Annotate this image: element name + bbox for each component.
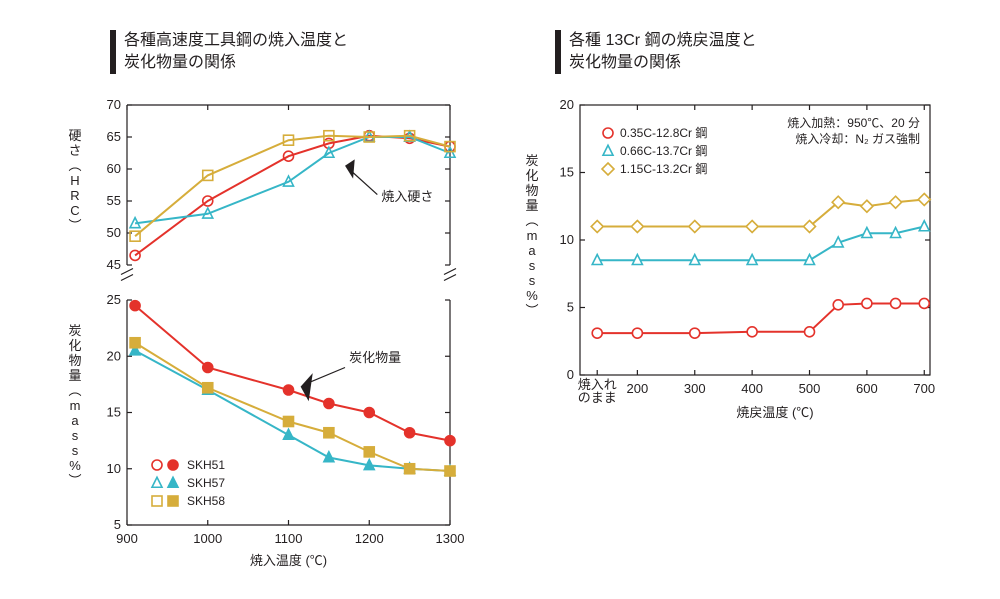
right-title-block: 各種 13Cr 鋼の焼戻温度と 炭化物量の関係 <box>555 30 757 75</box>
ylabel-char: さ <box>68 143 81 158</box>
left-xtick: 900 <box>116 531 138 546</box>
left-top-ytick: 70 <box>107 97 121 112</box>
ylabel-char: s <box>72 428 79 443</box>
left-xtick: 1300 <box>436 531 465 546</box>
left-xlabel: 焼入温度 (℃) <box>250 553 327 568</box>
right-series-line <box>597 200 924 227</box>
title-bar-icon <box>555 30 561 74</box>
left-legend-label: SKH51 <box>187 458 225 472</box>
right-cond1: 焼入加熱：950℃、20 分 <box>787 116 920 130</box>
left-anno-hardness: 焼入硬さ <box>381 189 433 204</box>
ylabel-char: a <box>71 413 79 428</box>
left-bot-series-line <box>135 343 450 471</box>
left-top-ytick: 60 <box>107 161 121 176</box>
left-top-ytick: 65 <box>107 129 121 144</box>
right-xlabel: 焼戻温度 (℃) <box>736 405 813 420</box>
left-bot-series-line <box>135 351 450 471</box>
left-bot-ytick: 25 <box>107 292 121 307</box>
left-bot-ytick: 5 <box>114 517 121 532</box>
right-ylabel-char: s <box>529 273 536 288</box>
left-legend-label: SKH57 <box>187 476 225 490</box>
left-xtick: 1000 <box>193 531 222 546</box>
left-bot-ytick: 10 <box>107 461 121 476</box>
right-ylabel-char: 化 <box>525 168 538 183</box>
left-xtick: 1100 <box>275 531 303 546</box>
ylabel-char: 炭 <box>68 323 81 338</box>
ylabel-char: C <box>70 203 79 218</box>
right-ytick: 0 <box>567 367 574 382</box>
left-xtick: 1200 <box>355 531 384 546</box>
right-legend-label: 1.15C-13.2Cr 鋼 <box>620 162 707 176</box>
right-ylabel-char: a <box>528 243 536 258</box>
right-ylabel-char: 炭 <box>525 153 538 168</box>
left-anno-carbide: 炭化物量 <box>349 350 401 365</box>
left-bot-ytick: 15 <box>107 405 121 420</box>
right-xtick: 700 <box>913 381 935 396</box>
right-ytick: 20 <box>560 97 574 112</box>
right-cond2: 焼入冷却：N₂ ガス強制 <box>795 132 920 146</box>
right-ytick: 15 <box>560 165 574 180</box>
right-title-line2: 炭化物量の関係 <box>569 52 757 74</box>
right-xtick: 300 <box>684 381 706 396</box>
right-legend-label: 0.35C-12.8Cr 鋼 <box>620 126 707 140</box>
right-ylabel-char: s <box>529 258 536 273</box>
left-title-block: 各種高速度工具鋼の焼入温度と 炭化物量の関係 <box>110 30 348 75</box>
right-series-line <box>597 227 924 261</box>
left-legend-label: SKH58 <box>187 494 225 508</box>
right-ylabel-char: % <box>526 288 538 303</box>
ylabel-char: R <box>70 188 79 203</box>
left-bot-ytick: 20 <box>107 348 121 363</box>
right-xtick: 200 <box>627 381 649 396</box>
right-xtick-asquenched2: のまま <box>578 390 617 405</box>
left-top-ytick: 55 <box>107 193 121 208</box>
ylabel-char: % <box>69 458 81 473</box>
ylabel-char: ︵ <box>68 383 81 398</box>
left-top-series-line <box>135 137 450 223</box>
ylabel-char: ︶ <box>68 473 81 488</box>
ylabel-char: ︵ <box>68 158 81 173</box>
ylabel-char: 化 <box>68 338 81 353</box>
right-series-line <box>597 303 924 333</box>
ylabel-char: ︶ <box>68 218 81 233</box>
right-xtick: 400 <box>741 381 763 396</box>
right-xtick: 600 <box>856 381 878 396</box>
left-chart-svg: 45 50 55 60 65 70 5 10 15 20 25 900 1000 1100 1200 1300… <box>55 95 475 595</box>
right-xtick: 500 <box>799 381 821 396</box>
right-chart-svg: 05101520200300400500600700焼入れのまま焼戻温度 (℃)… <box>510 95 950 455</box>
right-title-line1: 各種 13Cr 鋼の焼戻温度と <box>569 30 757 52</box>
right-ytick: 10 <box>560 232 574 247</box>
ylabel-char: H <box>70 173 79 188</box>
right-ylabel-char: 量 <box>525 198 538 213</box>
right-ylabel-char: ︵ <box>525 213 538 228</box>
left-title-line2: 炭化物量の関係 <box>124 52 348 74</box>
ylabel-char: 量 <box>68 368 81 383</box>
title-bar-icon <box>110 30 116 74</box>
right-ylabel-char: m <box>527 228 538 243</box>
right-ytick: 5 <box>567 300 574 315</box>
ylabel-char: m <box>70 398 81 413</box>
left-top-ytick: 45 <box>107 257 121 272</box>
right-ylabel-char: ︶ <box>525 303 538 318</box>
ylabel-char: s <box>72 443 79 458</box>
right-ylabel-char: 物 <box>525 183 538 198</box>
ylabel-char: 物 <box>68 353 81 368</box>
right-legend-label: 0.66C-13.7Cr 鋼 <box>620 144 707 158</box>
left-title-line1: 各種高速度工具鋼の焼入温度と <box>124 30 348 52</box>
left-top-ytick: 50 <box>107 225 121 240</box>
ylabel-char: 硬 <box>68 128 81 143</box>
